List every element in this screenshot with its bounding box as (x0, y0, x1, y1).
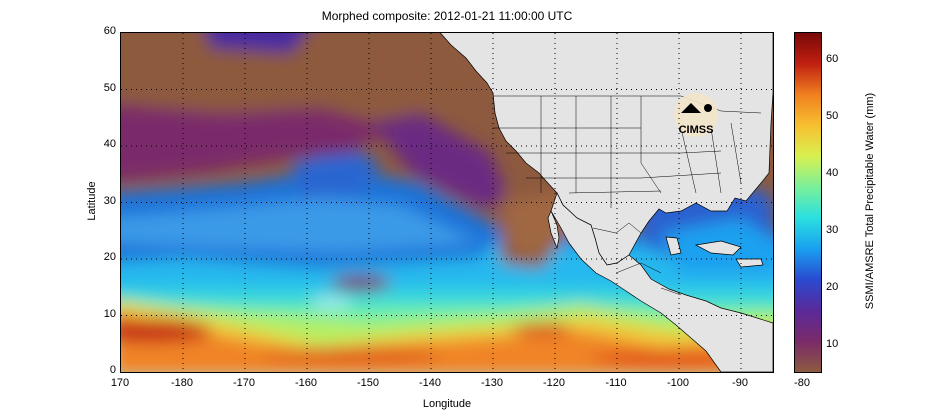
colorbar-tick-label: 50 (826, 110, 839, 123)
political-borders (493, 95, 762, 296)
y-tick-label: 10 (103, 307, 116, 320)
colorbar-tick-label: 30 (826, 223, 839, 236)
y-tick-label: 0 (109, 364, 116, 376)
x-tick-label: -180 (170, 377, 194, 389)
x-tick-label: -80 (794, 377, 810, 389)
x-axis-label: Longitude (422, 398, 472, 410)
colorbar-tick-label: 60 (826, 53, 839, 66)
y-tick-label: 30 (103, 194, 116, 207)
x-tick-label: -100 (666, 377, 690, 389)
tpw-map[interactable]: CIMSS (120, 32, 774, 373)
y-axis-label: Latitude (86, 181, 98, 221)
colorbar-gradient (795, 33, 821, 372)
y-tick-label: 40 (103, 138, 116, 150)
cimss-logo-text: CIMSS (679, 124, 714, 136)
map-canvas: CIMSS (121, 33, 773, 372)
x-tick-label: -120 (542, 377, 566, 389)
x-tick-label: -140 (418, 377, 442, 389)
y-tick-label: 20 (103, 251, 116, 263)
grid-lines (121, 33, 773, 372)
colorbar-label: SSMI/AMSRE Total Precipitable Water (mm) (864, 92, 876, 310)
colorbar-tick-label: 10 (826, 337, 839, 350)
colorbar-tick-label: 40 (826, 167, 839, 180)
colorbar (794, 32, 822, 373)
x-tick-label: -110 (605, 377, 627, 389)
figure-title: Morphed composite: 2012-01-21 11:00:00 U… (321, 9, 573, 23)
y-tick-label: 50 (103, 81, 116, 94)
x-tick-label: -130 (480, 377, 504, 389)
land-mask (439, 33, 773, 372)
x-tick-label: -150 (356, 377, 380, 389)
x-tick-label: -90 (732, 377, 748, 389)
x-tick-label: -160 (294, 377, 318, 389)
x-tick-label: 170 (110, 377, 130, 389)
y-tick-label: 60 (103, 25, 116, 37)
tpw-field (121, 33, 773, 372)
cimss-logo: CIMSS (674, 93, 718, 137)
x-tick-label: -170 (232, 377, 256, 389)
colorbar-tick-label: 20 (826, 280, 839, 293)
